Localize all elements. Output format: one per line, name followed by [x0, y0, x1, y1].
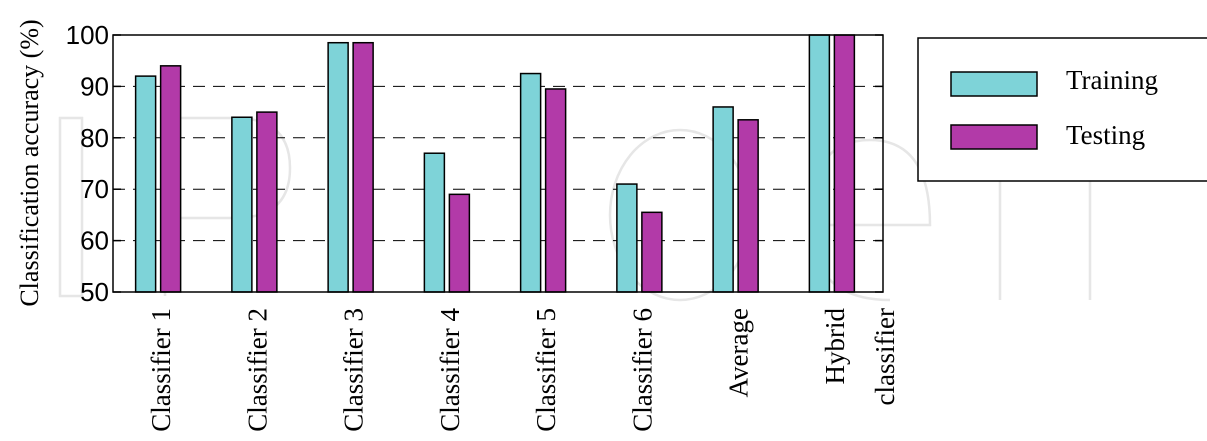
legend-label-testing: Testing — [1066, 120, 1145, 150]
x-category-label: classifier — [870, 308, 900, 405]
bar-testing-1 — [159, 65, 182, 293]
bar-testing-8 — [833, 34, 856, 293]
y-axis-ticks: 50 60 70 80 90 100 — [66, 20, 883, 307]
x-category-label: Hybrid — [820, 308, 850, 385]
bars — [134, 34, 856, 293]
bar-training-3 — [327, 41, 349, 293]
bar-training-4 — [423, 152, 446, 293]
plot-frame — [112, 34, 884, 293]
bar-training-1 — [134, 75, 157, 293]
y-tick-label: 80 — [80, 123, 109, 153]
y-tick-label: 50 — [80, 277, 109, 307]
bar-training-5 — [519, 72, 542, 293]
legend-swatch-training — [950, 71, 1038, 97]
x-axis-categories: Classifier 1 Classifier 2 Classifier 3 Clas… — [146, 308, 900, 432]
bar-training-2 — [231, 116, 253, 293]
bar-testing-7 — [737, 119, 759, 293]
legend: Training Testing — [917, 37, 1207, 182]
bar-training-8 — [808, 34, 831, 293]
x-category-label: Classifier 5 — [531, 308, 561, 432]
legend-label-training: Training — [1066, 65, 1158, 95]
x-category-label: Classifier 3 — [339, 308, 369, 432]
x-category-label: Classifier 4 — [435, 308, 465, 432]
bar-testing-5 — [544, 88, 567, 293]
x-category-label: Classifier 2 — [242, 308, 272, 432]
bar-training-6 — [616, 183, 638, 293]
legend-box — [917, 37, 1207, 182]
legend-swatch-testing — [950, 124, 1038, 150]
x-category-label: Classifier 6 — [627, 308, 657, 432]
y-tick-label: 60 — [80, 226, 109, 256]
bar-training-7 — [712, 106, 734, 293]
x-category-label: Classifier 1 — [146, 308, 176, 432]
y-axis-label: Classification accuracy (%) — [15, 19, 44, 306]
bar-testing-3 — [352, 41, 374, 293]
y-tick-label: 70 — [80, 174, 109, 204]
y-tick-label: 90 — [80, 71, 109, 101]
bar-testing-4 — [448, 193, 471, 293]
y-tick-label: 100 — [66, 20, 109, 50]
x-category-label: Average — [724, 308, 754, 397]
bar-testing-2 — [256, 111, 278, 293]
bar-testing-6 — [641, 211, 663, 293]
